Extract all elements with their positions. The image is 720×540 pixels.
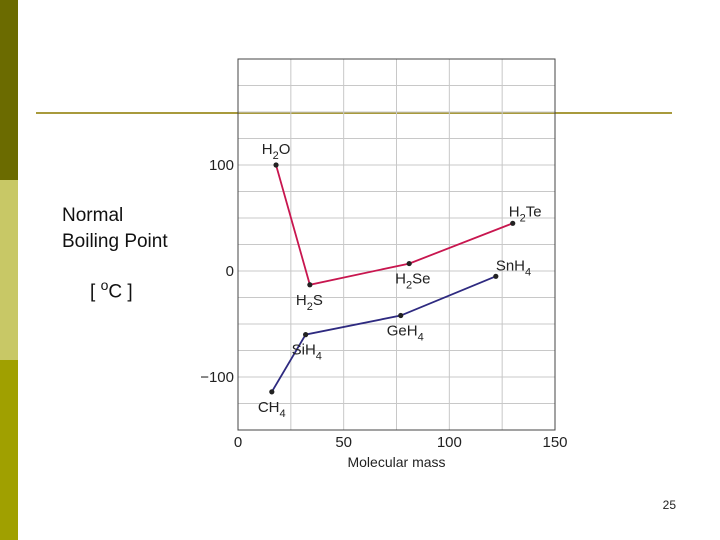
plot-frame (237, 58, 556, 431)
y-tick-label: 0 (226, 263, 234, 280)
unit-open-bracket: [ (90, 281, 96, 303)
data-point (510, 220, 516, 226)
data-point-label: H2Te (509, 203, 542, 224)
data-point-label: H2O (262, 141, 291, 162)
data-point (406, 260, 412, 267)
data-point (493, 273, 499, 279)
left-accent-bar-mid (0, 360, 18, 540)
data-point-label: H2S (296, 292, 323, 313)
data-point (273, 162, 279, 168)
y-tick-label: −100 (200, 369, 234, 386)
data-point-label: CH4 (258, 399, 286, 420)
left-accent-bar-light (0, 180, 18, 360)
x-tick-label: 0 (234, 434, 242, 451)
left-accent-bar-dark (0, 0, 18, 180)
y-axis-unit: [ oC ] (90, 277, 133, 303)
data-point (307, 282, 313, 288)
title-rule (36, 112, 672, 114)
series-line (275, 164, 514, 286)
x-axis-label: Molecular mass (347, 454, 445, 470)
series-line (271, 275, 497, 393)
y-axis-label: Normal Boiling Point (62, 203, 168, 255)
unit-close-bracket: ] (127, 281, 133, 303)
x-tick-label: 50 (335, 434, 352, 451)
x-tick-label: 100 (437, 434, 462, 451)
x-tick-label: 150 (542, 434, 567, 451)
data-point (269, 389, 275, 395)
unit-celsius: C (108, 281, 123, 303)
y-axis-label-line1: Normal (62, 205, 124, 226)
data-point-label: GeH4 (387, 323, 424, 344)
page-number: 25 (662, 498, 676, 512)
data-point-label: H2Se (395, 271, 430, 292)
data-point-label: SnH4 (496, 257, 531, 278)
data-point-label: SiH4 (292, 342, 322, 363)
data-point (303, 332, 309, 338)
data-point (398, 312, 404, 319)
y-axis-label-line2: Boiling Point (62, 231, 168, 252)
unit-degree-symbol: o (100, 277, 109, 293)
y-tick-label: 100 (209, 157, 234, 174)
